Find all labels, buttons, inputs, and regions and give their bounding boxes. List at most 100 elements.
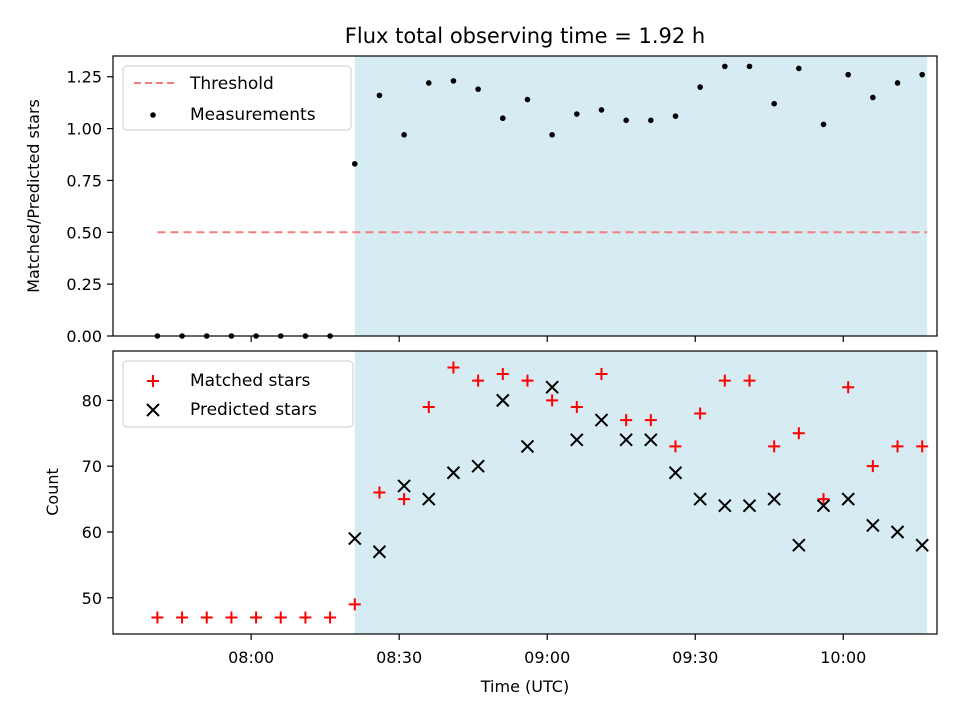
- matched-star-point: [595, 368, 608, 381]
- matched-star-point: [521, 374, 534, 387]
- matched-star-point: [916, 440, 929, 453]
- top-shaded-span: [354, 56, 928, 336]
- top-y-ticks: 0.00 0.25 0.50 0.75 1.00 1.25: [66, 68, 113, 346]
- bottom-y-tick-label: 50: [82, 589, 102, 608]
- measurement-point: [672, 113, 679, 119]
- measurement-point: [499, 115, 506, 122]
- matched-star-point: [398, 493, 411, 506]
- bottom-xlabel: Time (UTC): [480, 677, 569, 696]
- matched-star-point: [472, 374, 485, 387]
- predicted-star-point: [545, 380, 559, 394]
- predicted-star-point: [668, 466, 683, 480]
- measurements-legend-label: Measurements: [190, 105, 316, 125]
- bottom-y-ticks: 50 60 70 80: [82, 391, 113, 608]
- measurement-point: [820, 121, 827, 128]
- predicted-star-point: [594, 413, 609, 427]
- predicted-star-point: [644, 433, 658, 447]
- predicted-star-point: [446, 466, 461, 480]
- matched-star-point: [546, 394, 559, 407]
- matched-star-point: [496, 368, 509, 381]
- top-y-tick-label: 0.50: [66, 223, 102, 242]
- predicted-star-point: [841, 492, 855, 506]
- matched-star-point: [768, 440, 781, 453]
- bottom-plot-area: [151, 351, 929, 634]
- predicted-star-point: [397, 479, 411, 493]
- matched-star-point: [274, 611, 287, 624]
- predicted-star-point: [520, 439, 535, 454]
- predicted-star-point: [890, 525, 905, 539]
- measurement-point: [894, 80, 901, 86]
- measurement-point: [450, 78, 457, 84]
- matched-star-point: [866, 460, 879, 473]
- bottom-y-tick-label: 80: [82, 391, 102, 410]
- matched-star-point: [743, 374, 756, 387]
- bottom-shaded-span: [354, 351, 928, 634]
- predicted-star-point: [718, 498, 732, 513]
- matched-star-point: [348, 598, 361, 611]
- predicted-star-point: [693, 492, 707, 506]
- matched-star-point: [324, 611, 337, 624]
- predicted-star-point: [422, 492, 436, 506]
- matched-star-point: [842, 381, 855, 394]
- matched-star-point: [299, 611, 312, 624]
- measurement-point: [425, 80, 432, 86]
- x-tick-label: 09:30: [672, 648, 718, 667]
- matched-star-point: [200, 611, 213, 624]
- measurement-point: [524, 96, 531, 103]
- matched-star-point: [792, 427, 805, 440]
- predicted-star-point: [767, 492, 781, 506]
- measurement-point: [623, 117, 629, 124]
- predicted-star-point: [742, 498, 757, 513]
- predicted-star-point: [915, 538, 929, 552]
- measurement-point: [574, 111, 580, 117]
- bottom-x-ticks: 08:00 08:30 09:00 09:30 10:00: [228, 336, 866, 667]
- top-y-tick-label: 0.00: [66, 327, 102, 346]
- matched-star-point: [176, 611, 189, 624]
- predicted-star-point: [792, 538, 806, 552]
- top-legend: Threshold Measurements: [122, 65, 352, 131]
- measurement-point: [351, 161, 358, 167]
- measurement-point: [919, 71, 925, 78]
- top-y-tick-label: 0.25: [66, 275, 102, 294]
- matched-star-point: [151, 611, 164, 624]
- bottom-legend: Matched stars Predicted stars: [122, 360, 354, 428]
- matched-star-point: [373, 486, 386, 499]
- matched-star-point: [644, 414, 657, 427]
- measurement-point: [648, 117, 654, 124]
- x-tick-label: 08:30: [376, 648, 422, 667]
- measurements-legend-swatch: [150, 112, 156, 118]
- measurement-point: [771, 100, 777, 107]
- top-plot-area: [154, 56, 928, 339]
- matched-star-point: [225, 611, 238, 624]
- bottom-y-tick-label: 70: [82, 457, 102, 476]
- x-tick-label: 10:00: [820, 648, 866, 667]
- measurement-point: [598, 107, 605, 113]
- measurement-point: [475, 86, 481, 92]
- matched-star-point: [422, 400, 435, 413]
- bottom-legend-box: [122, 360, 354, 428]
- matched-star-point: [250, 611, 263, 624]
- measurement-point: [722, 63, 728, 70]
- predicted-star-point: [372, 545, 387, 559]
- chart-title: Flux total observing time = 1.92 h: [345, 24, 705, 48]
- bottom-panel: 50 60 70 80 08:00 08:30 09:00 09:30 10:00 Count…: [43, 336, 938, 696]
- bottom-y-tick-label: 60: [82, 523, 102, 542]
- matched-star-point: [447, 361, 460, 374]
- matched-star-point: [669, 440, 682, 453]
- top-ylabel: Matched/Predicted stars: [24, 99, 43, 293]
- matched-star-point: [891, 440, 904, 453]
- top-y-tick-label: 1.00: [66, 120, 102, 139]
- x-tick-label: 09:00: [524, 648, 570, 667]
- measurement-point: [845, 71, 851, 78]
- matched-star-point: [570, 400, 583, 413]
- matched-star-point: [620, 414, 633, 427]
- measurement-point: [746, 63, 753, 70]
- predicted-legend-label: Predicted stars: [190, 400, 317, 420]
- predicted-legend-swatch: [146, 403, 160, 417]
- predicted-star-point: [348, 531, 362, 546]
- measurement-point: [549, 132, 555, 138]
- predicted-star-point: [496, 393, 510, 408]
- bottom-ylabel: Count: [43, 468, 62, 516]
- top-axes-frame: [112, 55, 938, 337]
